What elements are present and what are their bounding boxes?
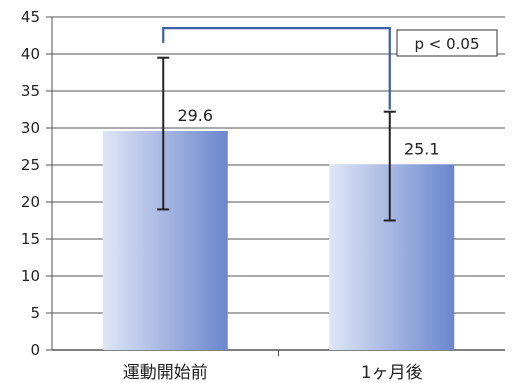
category-labels: 運動開始前 1ヶ月後 xyxy=(123,363,423,383)
y-tick-label: 35 xyxy=(21,82,40,100)
y-tick-label: 20 xyxy=(21,193,40,211)
y-tick-label: 45 xyxy=(21,8,40,26)
y-tick-label: 0 xyxy=(30,341,40,359)
y-tick-label: 30 xyxy=(21,119,40,137)
y-tick-label: 10 xyxy=(21,267,40,285)
data-label: 29.6 xyxy=(177,106,213,125)
y-tick-label: 25 xyxy=(21,156,40,174)
bars xyxy=(102,130,455,350)
significance-bracket xyxy=(162,27,391,110)
significance-annotation: p < 0.05 xyxy=(162,27,498,110)
y-tick-label: 5 xyxy=(30,304,40,322)
bar xyxy=(102,130,228,350)
error-bars xyxy=(157,56,396,222)
bar xyxy=(329,164,455,350)
y-axis-ticks: 0 5 10 15 20 25 30 35 40 45 xyxy=(21,8,279,359)
data-labels: 29.6 25.1 xyxy=(177,106,439,158)
y-tick-label: 15 xyxy=(21,230,40,248)
significance-label: p < 0.05 xyxy=(414,35,479,53)
x-category-label: 運動開始前 xyxy=(123,363,208,383)
x-category-label: 1ヶ月後 xyxy=(361,363,423,383)
significance-box xyxy=(396,29,498,57)
y-tick-label: 40 xyxy=(21,45,40,63)
data-label: 25.1 xyxy=(404,139,440,158)
